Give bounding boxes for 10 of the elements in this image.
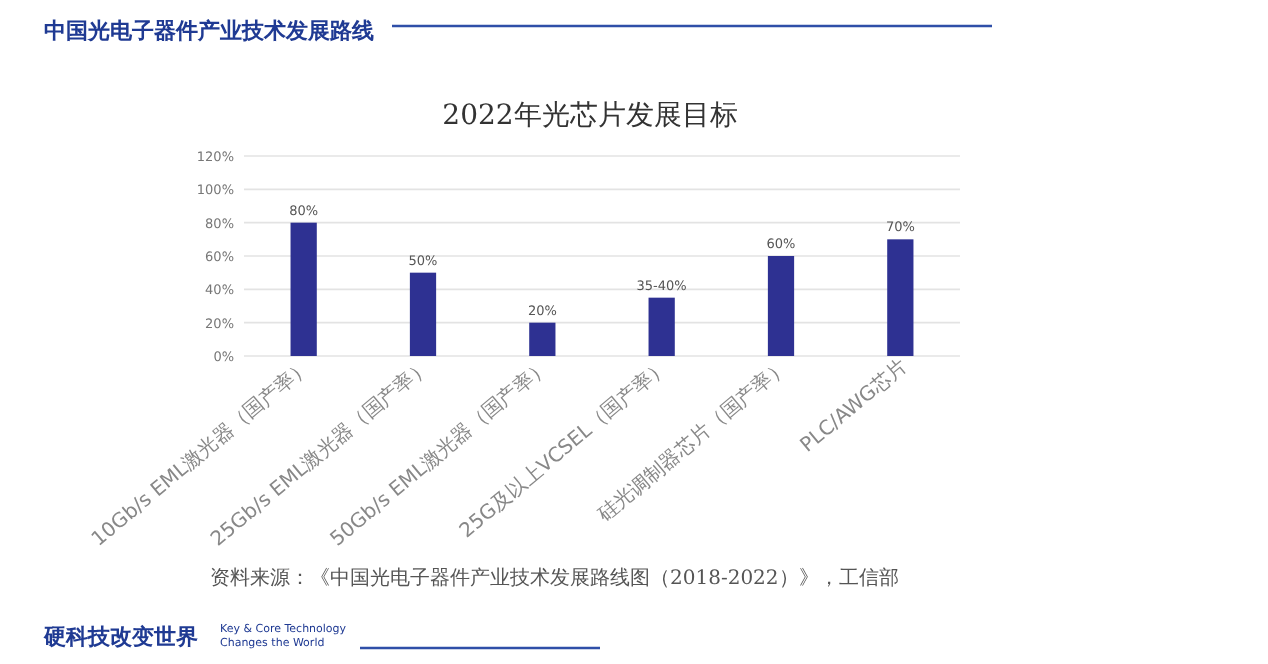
bar bbox=[887, 239, 914, 356]
bar bbox=[648, 297, 675, 356]
chart-title: 2022年光芯片发展目标 bbox=[442, 100, 738, 132]
bar bbox=[529, 322, 556, 356]
bar bbox=[767, 256, 795, 356]
text: 中国光电子器件产业技术发展路线 bbox=[44, 18, 374, 44]
text: 硬科技改变世界 bbox=[42, 624, 198, 650]
bar bbox=[290, 222, 317, 356]
text: 资料来源：《中国光电子器件产业技术发展路线图（2018-2022）》，工信部 bbox=[210, 566, 899, 590]
bar bbox=[409, 272, 437, 356]
